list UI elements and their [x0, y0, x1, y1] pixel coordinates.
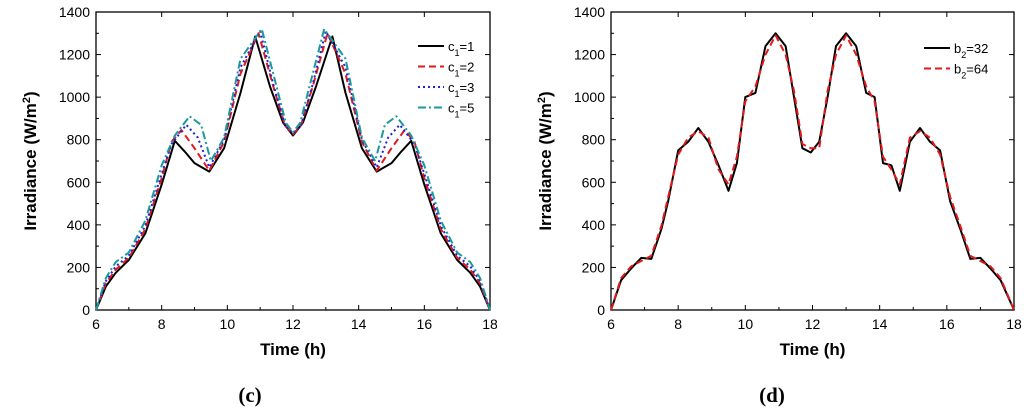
y-tick-label: 400 — [582, 217, 606, 233]
legend-label-rest: =32 — [966, 41, 988, 56]
legend-label-subscript: 1 — [455, 89, 460, 99]
legend-label-base: c — [448, 39, 455, 54]
y-tick-label: 0 — [82, 302, 90, 318]
series-line-c1=3 — [95, 30, 491, 311]
y-tick-label: 0 — [597, 302, 605, 318]
x-tick-label: 8 — [158, 316, 166, 332]
y-tick-label: 1200 — [59, 47, 90, 63]
plot-frame — [95, 11, 491, 311]
series-line-c1=1 — [95, 35, 491, 311]
y-tick-label: 800 — [582, 132, 606, 148]
legend-label-rest: =64 — [966, 62, 988, 77]
y-axis-title-end: ) — [21, 91, 40, 97]
x-tick-label: 14 — [872, 316, 888, 332]
y-axis-title-main: Irradiance (W/m — [536, 103, 555, 231]
legend-label-subscript: 1 — [455, 110, 460, 120]
y-axis-title: Irradiance (W/m2) — [21, 91, 40, 230]
legend-label-base: c — [448, 80, 455, 95]
legend-label: b2=32 — [954, 41, 988, 60]
y-tick-label: 800 — [67, 132, 91, 148]
series-line-c1=5 — [95, 28, 491, 311]
legend-label: c1=5 — [448, 101, 474, 120]
y-tick-label: 1000 — [574, 89, 605, 105]
legend-label-rest: =2 — [460, 60, 475, 75]
y-tick-label: 1000 — [59, 89, 90, 105]
legend-label: c1=3 — [448, 80, 474, 99]
legend-label-rest: =5 — [460, 101, 475, 116]
x-tick-label: 6 — [607, 316, 615, 332]
legend-label-subscript: 2 — [961, 50, 966, 60]
legend-label-subscript: 2 — [961, 71, 966, 81]
y-tick-label: 200 — [67, 259, 91, 275]
legend-label-base: c — [448, 60, 455, 75]
legend-label: b2=64 — [954, 62, 988, 81]
legend-label-subscript: 1 — [455, 48, 460, 58]
y-tick-label: 1400 — [59, 4, 90, 20]
panel-label: (c) — [238, 383, 261, 407]
y-axis-title: Irradiance (W/m2) — [536, 91, 555, 230]
y-axis-title-end: ) — [536, 91, 555, 97]
y-tick-label: 200 — [582, 259, 606, 275]
x-tick-label: 18 — [1006, 316, 1022, 332]
y-tick-label: 1200 — [574, 47, 605, 63]
panel-label: (d) — [759, 383, 785, 407]
y-axis-title-superscript: 2 — [536, 97, 548, 103]
x-tick-label: 16 — [939, 316, 955, 332]
x-tick-label: 6 — [92, 316, 100, 332]
x-axis-title: Time (h) — [780, 340, 846, 359]
y-axis-title-superscript: 2 — [21, 97, 33, 103]
legend-label-base: c — [448, 101, 455, 116]
y-tick-label: 600 — [582, 174, 606, 190]
x-tick-label: 12 — [805, 316, 821, 332]
x-tick-label: 10 — [220, 316, 236, 332]
x-tick-label: 16 — [417, 316, 433, 332]
chart-panel-c: 6 8 10 12 14 16 180200400600800100012001400Tim… — [21, 4, 498, 407]
x-tick-label: 8 — [674, 316, 682, 332]
chart-panel-d: 6 8 10 12 14 16 18 0 200 400 600 800 1000 1200 1400 Tim… — [536, 4, 1022, 407]
legend-label: c1=2 — [448, 60, 474, 79]
plot-frame — [610, 11, 1015, 311]
legend-label-rest: =3 — [460, 80, 475, 95]
legend-label-base: b — [954, 62, 961, 77]
y-tick-label: 600 — [67, 174, 91, 190]
x-tick-label: 10 — [738, 316, 754, 332]
series-line-b2=64 — [610, 34, 1015, 311]
legend-label: c1=1 — [448, 39, 474, 58]
x-tick-label: 18 — [482, 316, 498, 332]
x-tick-label: 14 — [351, 316, 367, 332]
y-tick-label: 1400 — [574, 4, 605, 20]
y-tick-label: 400 — [67, 217, 91, 233]
x-tick-label: 12 — [285, 316, 301, 332]
legend-label-subscript: 1 — [455, 69, 460, 79]
series-line-c1=2 — [95, 32, 491, 311]
series-line-b2=32 — [610, 32, 1015, 311]
y-axis-title-main: Irradiance (W/m — [21, 103, 40, 231]
legend-label-base: b — [954, 41, 961, 56]
x-axis-title: Time (h) — [260, 340, 326, 359]
legend-label-rest: =1 — [460, 39, 475, 54]
